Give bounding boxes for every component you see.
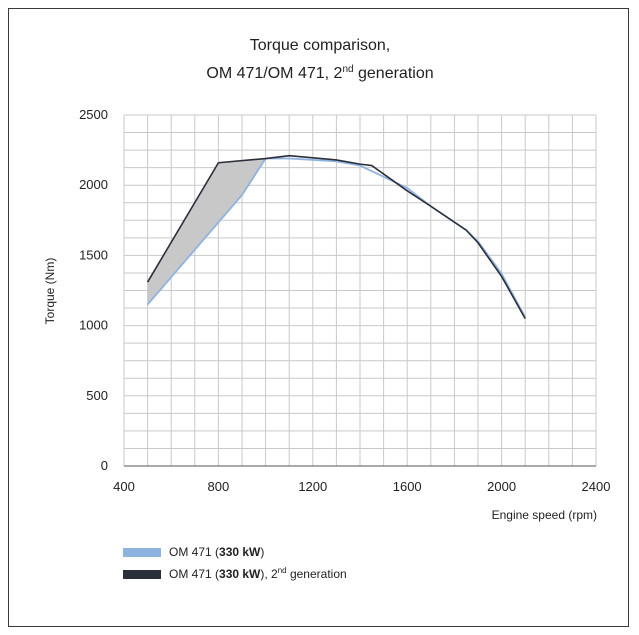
y-tick-label: 1500: [79, 247, 108, 262]
legend-swatch-om471: [123, 547, 161, 557]
y-axis-label: Torque (Nm): [43, 258, 57, 325]
x-tick-label: 1200: [298, 479, 327, 494]
legend-swatch-om471-2nd-gen: [123, 569, 161, 579]
series-line-om471: [146, 157, 526, 318]
y-tick-label: 1000: [79, 318, 108, 333]
legend-item-om471: OM 471 (330 kW): [123, 543, 347, 561]
x-tick-label: 400: [113, 479, 135, 494]
chart-frame: [8, 8, 629, 627]
x-axis-label: Engine speed (rpm): [492, 508, 597, 522]
shaded-region: [147, 158, 266, 305]
grid: [123, 114, 597, 467]
shaded-area: [147, 158, 266, 305]
chart-title-line1: Torque comparison,: [250, 37, 391, 54]
legend-label-om471-2nd-gen: OM 471 (330 kW), 2nd generation: [169, 566, 347, 582]
legend-item-om471-2nd-gen: OM 471 (330 kW), 2nd generation: [123, 565, 347, 583]
x-tick-label: 2400: [582, 479, 611, 494]
series-line-om471-2nd-gen: [146, 154, 526, 319]
y-tick-label: 0: [101, 458, 108, 473]
y-tick-label: 2000: [79, 177, 108, 192]
x-tick-label: 2000: [487, 479, 516, 494]
x-tick-label: 800: [208, 479, 230, 494]
y-tick-label: 500: [86, 388, 108, 403]
axes: 400 800 1200 1600 2000 2400 0 500 1000 1500 2000 25…: [79, 107, 610, 494]
chart-title-line2: OM 471/OM 471, 2nd generation: [206, 64, 433, 82]
legend: OM 471 (330 kW) OM 471 (330 kW), 2nd gen…: [123, 543, 347, 587]
x-tick-label: 1600: [393, 479, 422, 494]
legend-label-om471: OM 471 (330 kW): [169, 545, 265, 559]
y-tick-label: 2500: [79, 107, 108, 122]
series-lines: [146, 154, 526, 319]
